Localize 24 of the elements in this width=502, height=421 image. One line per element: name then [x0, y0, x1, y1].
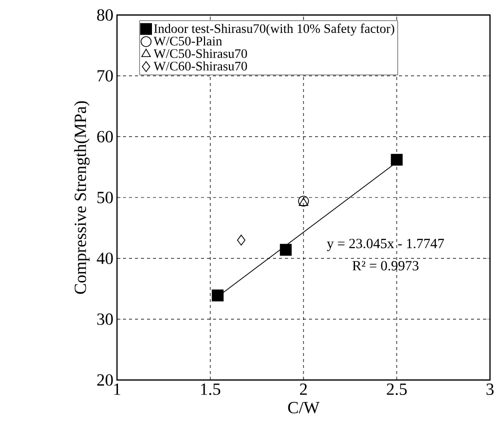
x-tick-label: 1	[114, 384, 120, 395]
y-tick-label: 40	[96, 252, 113, 264]
legend-label: Indoor test-Shirasu70(with 10% Safety factor)	[154, 24, 394, 36]
annotation: R² = 0.9973	[352, 260, 418, 271]
annotation: y = 23.045x - 1.7747	[326, 238, 444, 252]
x-axis-title: C/W	[288, 402, 320, 414]
y-tick-label: 20	[97, 374, 113, 386]
y-axis-title: Compressive Strength(MPa)	[74, 101, 90, 294]
y-tick-label: 30	[97, 313, 113, 325]
x-tick-label: 2	[300, 384, 307, 395]
point	[280, 244, 292, 256]
y-tick-label: 70	[98, 70, 113, 82]
y-tick-label: 80	[97, 9, 113, 21]
y-tick-label: 50	[97, 192, 113, 204]
y-tick-label: 60	[97, 130, 113, 142]
legend-label: W/C60-Shirasu70	[154, 61, 247, 71]
x-tick-label: 1.5	[201, 384, 220, 395]
point	[212, 290, 224, 302]
legend-label: W/C50-Shirasu70	[154, 48, 247, 58]
legend-label: W/C50-Plain	[154, 36, 222, 46]
point	[237, 234, 246, 246]
x-tick-label: 2.5	[386, 384, 407, 396]
x-tick-label: 3	[486, 384, 494, 395]
point	[390, 154, 403, 166]
